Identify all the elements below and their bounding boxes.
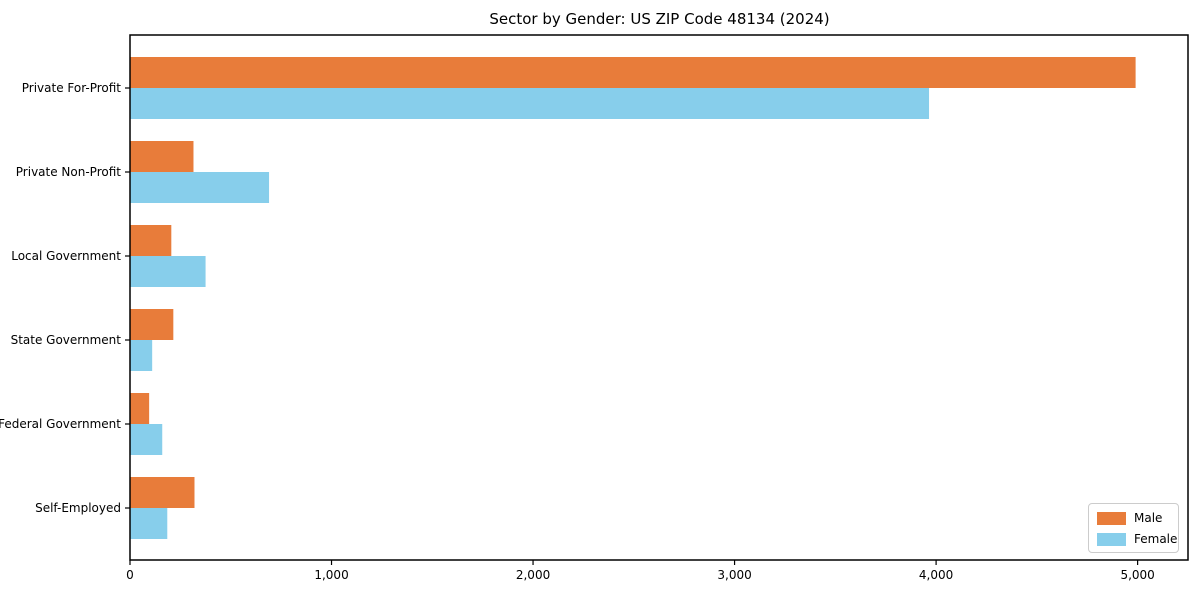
y-category-label: Private Non-Profit: [16, 165, 122, 179]
bar-female-2: [130, 256, 206, 287]
y-category-label: Self-Employed: [35, 501, 121, 515]
bar-female-5: [130, 508, 168, 539]
bar-male-3: [130, 309, 174, 340]
y-category-label: Federal Government: [0, 417, 121, 431]
female-swatch-icon: [1097, 532, 1126, 546]
y-category-label: Local Government: [11, 249, 121, 263]
x-tick-label: 2,000: [516, 568, 550, 582]
bar-male-1: [130, 141, 194, 172]
bar-male-2: [130, 225, 172, 256]
bar-female-1: [130, 172, 270, 203]
bar-male-4: [130, 393, 150, 424]
legend-label-male: Male: [1134, 511, 1163, 525]
plot-border: [129, 34, 1189, 561]
male-swatch-icon: [1097, 511, 1126, 525]
chart-title: Sector by Gender: US ZIP Code 48134 (202…: [489, 10, 830, 28]
bar-female-4: [130, 424, 163, 455]
bar-male-5: [130, 477, 195, 508]
bar-female-3: [130, 340, 153, 371]
y-category-label: Private For-Profit: [22, 81, 122, 95]
x-tick-label: 5,000: [1120, 568, 1154, 582]
legend: Male Female: [1088, 503, 1179, 553]
legend-item-female: Female: [1097, 530, 1177, 548]
legend-label-female: Female: [1134, 532, 1178, 546]
x-tick-label: 4,000: [919, 568, 953, 582]
bar-female-0: [130, 88, 930, 119]
legend-item-male: Male: [1097, 509, 1170, 527]
x-tick-label: 1,000: [314, 568, 348, 582]
x-tick-label: 0: [126, 568, 134, 582]
bar-male-0: [130, 57, 1136, 88]
y-category-label: State Government: [11, 333, 122, 347]
x-tick-label: 3,000: [717, 568, 751, 582]
